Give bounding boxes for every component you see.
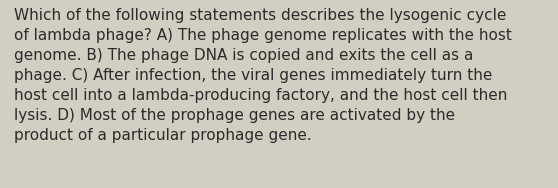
Text: Which of the following statements describes the lysogenic cycle
of lambda phage?: Which of the following statements descri… — [14, 8, 512, 143]
